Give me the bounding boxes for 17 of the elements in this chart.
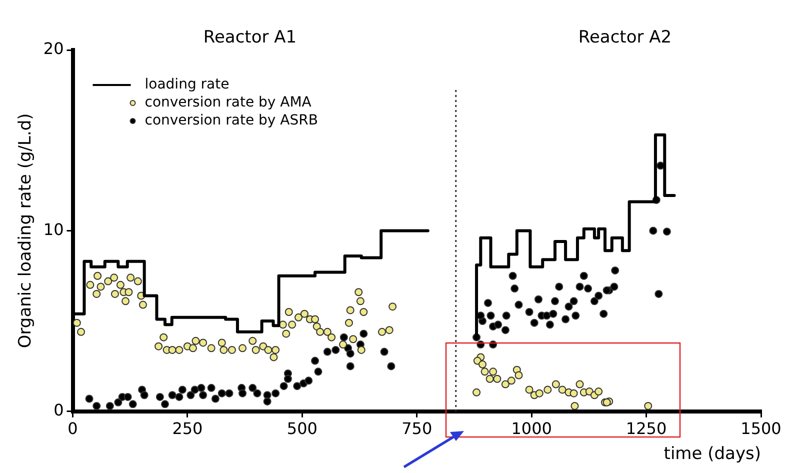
legend-label: conversion rate by AMA xyxy=(144,94,312,111)
x-axis-title: time (days) xyxy=(664,444,761,464)
x-tick-label: 1000 xyxy=(511,419,552,438)
y-tick-label: 0 xyxy=(54,400,64,420)
legend-label: loading rate xyxy=(144,76,230,93)
text: Reactor A2 xyxy=(578,27,672,48)
y-axis-title: Organic loading rate (g/L.d) xyxy=(16,113,36,348)
x-tick-label: 0 xyxy=(68,419,78,438)
x-tick-label: 1250 xyxy=(626,419,667,438)
x-tick-label: 500 xyxy=(286,419,318,438)
x-tick-label: 1500 xyxy=(740,419,782,438)
y-tick-label: 20 xyxy=(43,39,64,58)
x-tick-label: 750 xyxy=(402,419,432,438)
legend-label: conversion rate by ASRB xyxy=(144,112,318,129)
text: Reactor A1 xyxy=(203,27,297,48)
y-tick-label: 10 xyxy=(43,220,64,239)
x-tick-label: 250 xyxy=(172,419,203,438)
